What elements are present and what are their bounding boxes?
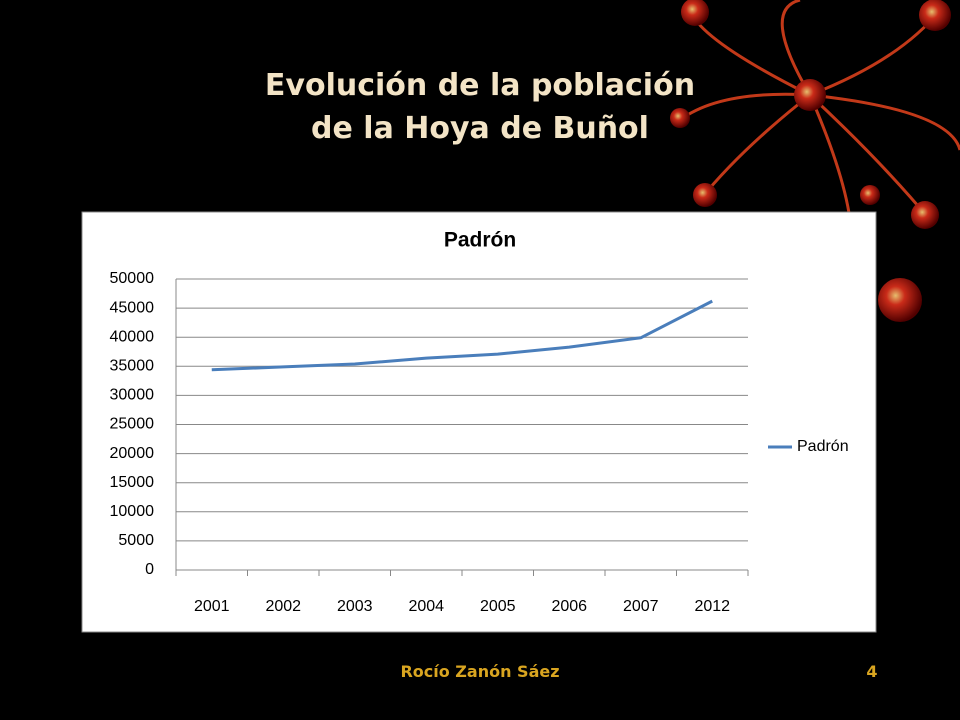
y-tick-label: 20000 [110,445,155,462]
y-tick-label: 30000 [110,387,155,404]
legend-label: Padrón [797,438,849,455]
y-tick-label: 25000 [110,416,155,433]
y-tick-label: 50000 [110,270,155,287]
slide-title: de la Hoya de Buñol [311,111,649,146]
x-tick-label: 2005 [480,598,516,615]
x-tick-label: 2007 [623,598,659,615]
x-tick-label: 2002 [265,598,301,615]
y-tick-label: 0 [145,561,154,578]
x-tick-label: 2006 [551,598,587,615]
chart-area [81,211,877,633]
y-tick-label: 10000 [110,503,155,520]
y-tick-label: 40000 [110,328,155,345]
decoration [670,0,960,322]
y-tick-label: 35000 [110,358,155,375]
chart-title: Padrón [444,229,516,252]
slide-title: Evolución de la población [265,68,695,103]
x-tick-label: 2001 [194,598,230,615]
y-tick-label: 15000 [110,474,155,491]
footer: Rocío Zanón Sáez [400,662,559,681]
x-tick-label: 2012 [694,598,730,615]
chart: Padrón 0 5000 10000 15000 20000 25000 30000 350… [81,211,877,633]
data-line [211,299,713,372]
y-tick-label: 45000 [110,299,155,316]
x-tick-label: 2003 [337,598,373,615]
y-tick-label: 5000 [118,532,154,549]
x-tick-label: 2004 [408,598,444,615]
page-number: 4 [866,662,877,681]
